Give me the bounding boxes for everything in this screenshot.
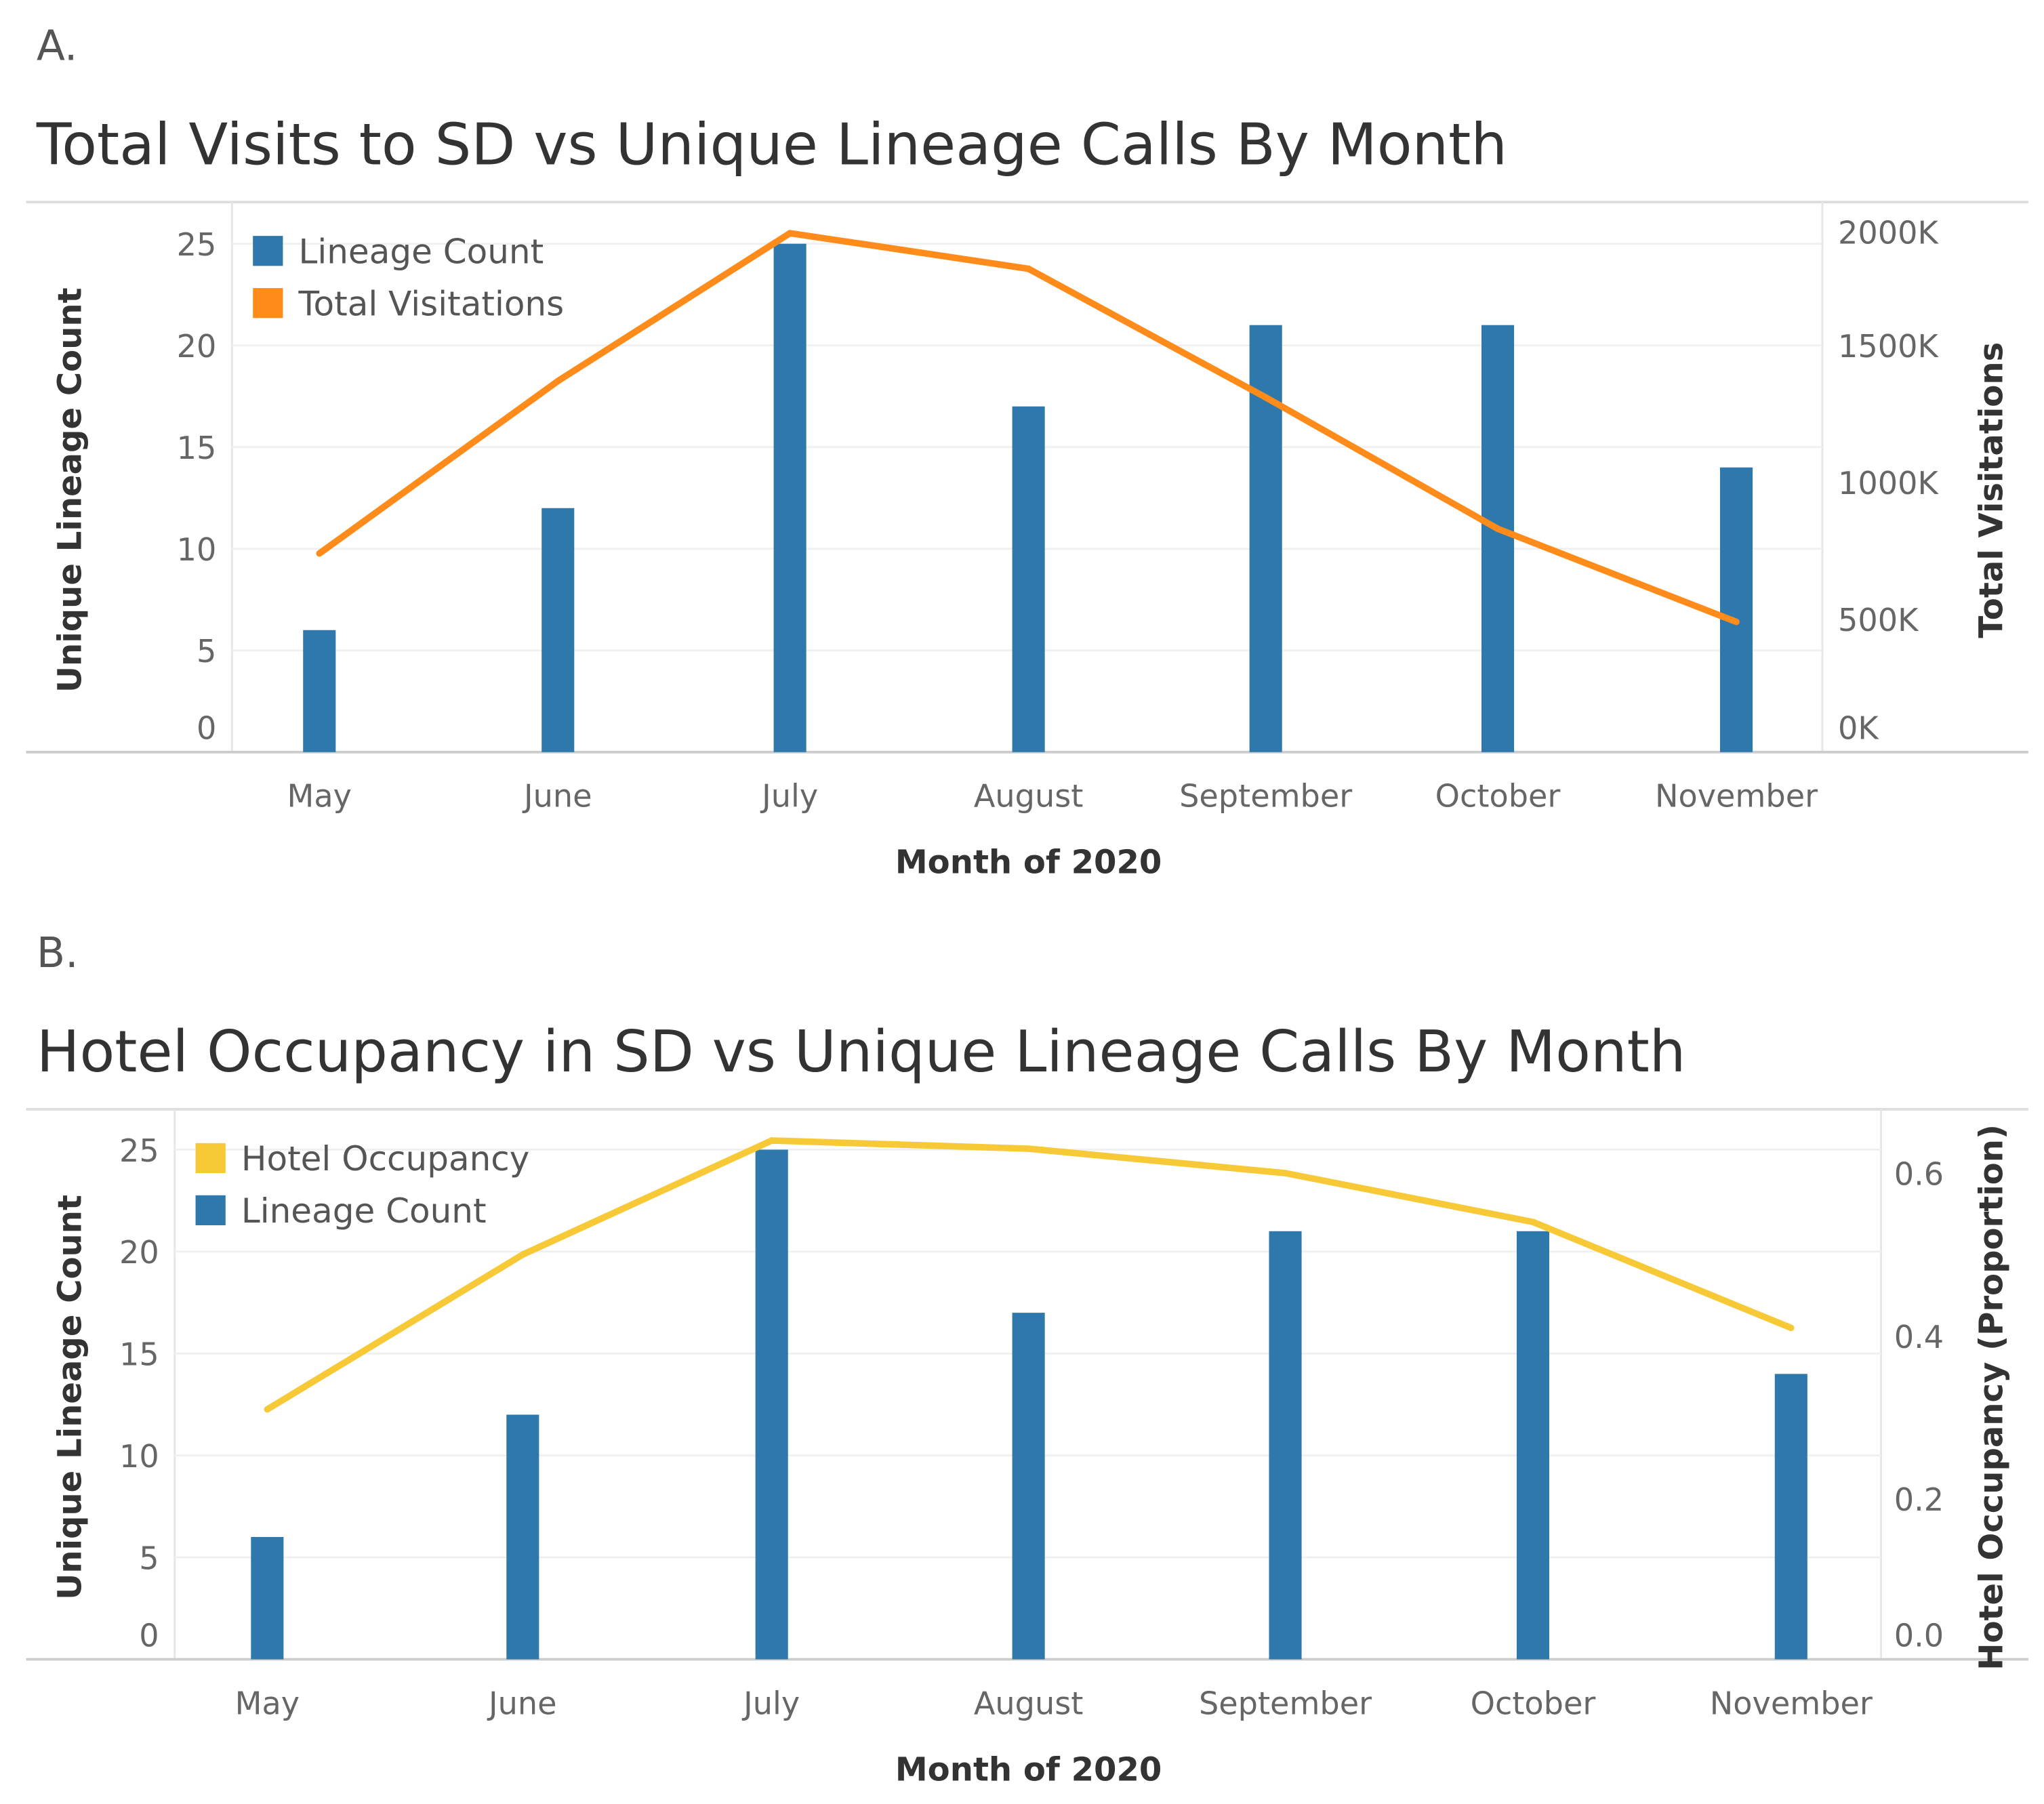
- line-point-october: [1494, 525, 1501, 533]
- x-tick-label: May: [235, 1685, 300, 1721]
- x-tick-label: May: [287, 778, 352, 815]
- legend-swatch: [253, 288, 283, 319]
- y2-tick-label: 0.4: [1894, 1319, 1944, 1355]
- chart-title: Total Visits to SD vs Unique Lineage Cal…: [36, 110, 1507, 178]
- legend-swatch: [195, 1195, 226, 1226]
- line-point-august: [1025, 265, 1032, 272]
- x-tick-label: August: [974, 778, 1084, 815]
- x-tick-label: September: [1179, 778, 1352, 815]
- bar-may: [251, 1537, 284, 1660]
- bar-september: [1269, 1231, 1302, 1660]
- y2-tick-label: 0K: [1838, 710, 1879, 747]
- legend-label: Hotel Occupancy: [241, 1139, 530, 1178]
- bar-august: [1012, 406, 1045, 752]
- x-tick-label: August: [974, 1685, 1084, 1721]
- line-point-june: [554, 377, 562, 385]
- x-tick-label: November: [1710, 1685, 1873, 1721]
- bar-june: [506, 1414, 539, 1660]
- y2-axis-title: Hotel Occupancy (Proportion): [1972, 1124, 2010, 1670]
- bar-october: [1481, 325, 1515, 752]
- line-point-august: [1025, 1145, 1032, 1152]
- y-tick-label: 5: [139, 1540, 159, 1576]
- x-tick-label: July: [760, 778, 818, 815]
- line-point-october: [1530, 1218, 1536, 1226]
- line-point-june: [519, 1251, 527, 1258]
- x-tick-label: November: [1655, 778, 1818, 815]
- chart-b: B. Hotel Occupancy in SD vs Unique Lineag…: [26, 928, 2028, 1788]
- line-point-may: [316, 550, 323, 557]
- y2-tick-label: 0.6: [1894, 1155, 1944, 1192]
- y-axis-title: Unique Lineage Count: [51, 1195, 89, 1600]
- chart-a: A. Total Visits to SD vs Unique Lineage C…: [26, 21, 2028, 882]
- bar-november: [1774, 1374, 1807, 1660]
- bar-july: [755, 1149, 788, 1660]
- y2-tick-label: 0.0: [1894, 1617, 1944, 1654]
- line-point-may: [264, 1406, 271, 1413]
- y2-tick-label: 0.2: [1894, 1481, 1944, 1518]
- legend-label: Total Visitations: [298, 284, 565, 323]
- y-tick-label: 5: [197, 633, 216, 670]
- y2-tick-label: 2000K: [1838, 215, 1939, 251]
- x-axis-title: Month of 2020: [895, 844, 1162, 882]
- legend-label: Lineage Count: [299, 232, 544, 272]
- x-tick-label: June: [522, 778, 592, 815]
- bar-august: [1012, 1313, 1045, 1660]
- line-point-july: [768, 1137, 775, 1144]
- y-tick-label: 15: [119, 1336, 159, 1373]
- y-tick-label: 15: [177, 430, 217, 466]
- y-tick-label: 25: [177, 226, 217, 263]
- x-tick-label: July: [741, 1685, 800, 1721]
- line-point-november: [1733, 618, 1740, 626]
- y-tick-label: 10: [119, 1438, 159, 1475]
- x-axis-title: Month of 2020: [895, 1750, 1162, 1788]
- line-point-september: [1282, 1170, 1289, 1176]
- chart-title: Hotel Occupancy in SD vs Unique Lineage …: [37, 1018, 1686, 1085]
- x-tick-label: September: [1199, 1685, 1372, 1721]
- x-tick-label: October: [1435, 778, 1561, 815]
- line-point-september: [1262, 394, 1269, 401]
- y2-tick-label: 500K: [1838, 602, 1919, 638]
- y2-tick-label: 1500K: [1838, 328, 1939, 365]
- y-axis-title: Unique Lineage Count: [51, 287, 89, 693]
- legend-label: Lineage Count: [241, 1191, 487, 1231]
- x-tick-label: June: [487, 1685, 557, 1721]
- bar-november: [1719, 467, 1753, 752]
- y2-axis-title: Total Visitations: [1972, 342, 2010, 638]
- y-tick-label: 0: [139, 1617, 159, 1654]
- y-tick-label: 10: [177, 531, 217, 568]
- y-tick-label: 20: [177, 328, 217, 365]
- y2-tick-label: 1000K: [1838, 465, 1939, 501]
- panel-label: A.: [37, 21, 78, 70]
- bar-june: [541, 508, 575, 752]
- y-tick-label: 0: [197, 710, 216, 747]
- panel-label: B.: [37, 928, 79, 977]
- bar-october: [1516, 1231, 1550, 1660]
- y-tick-label: 25: [119, 1132, 159, 1169]
- x-tick-label: October: [1471, 1685, 1596, 1721]
- line-point-july: [786, 230, 794, 237]
- y-tick-label: 20: [119, 1234, 159, 1271]
- line-point-november: [1788, 1324, 1795, 1332]
- legend-swatch: [195, 1143, 226, 1174]
- bar-may: [303, 630, 336, 752]
- legend-swatch: [253, 236, 283, 266]
- bar-july: [773, 243, 806, 752]
